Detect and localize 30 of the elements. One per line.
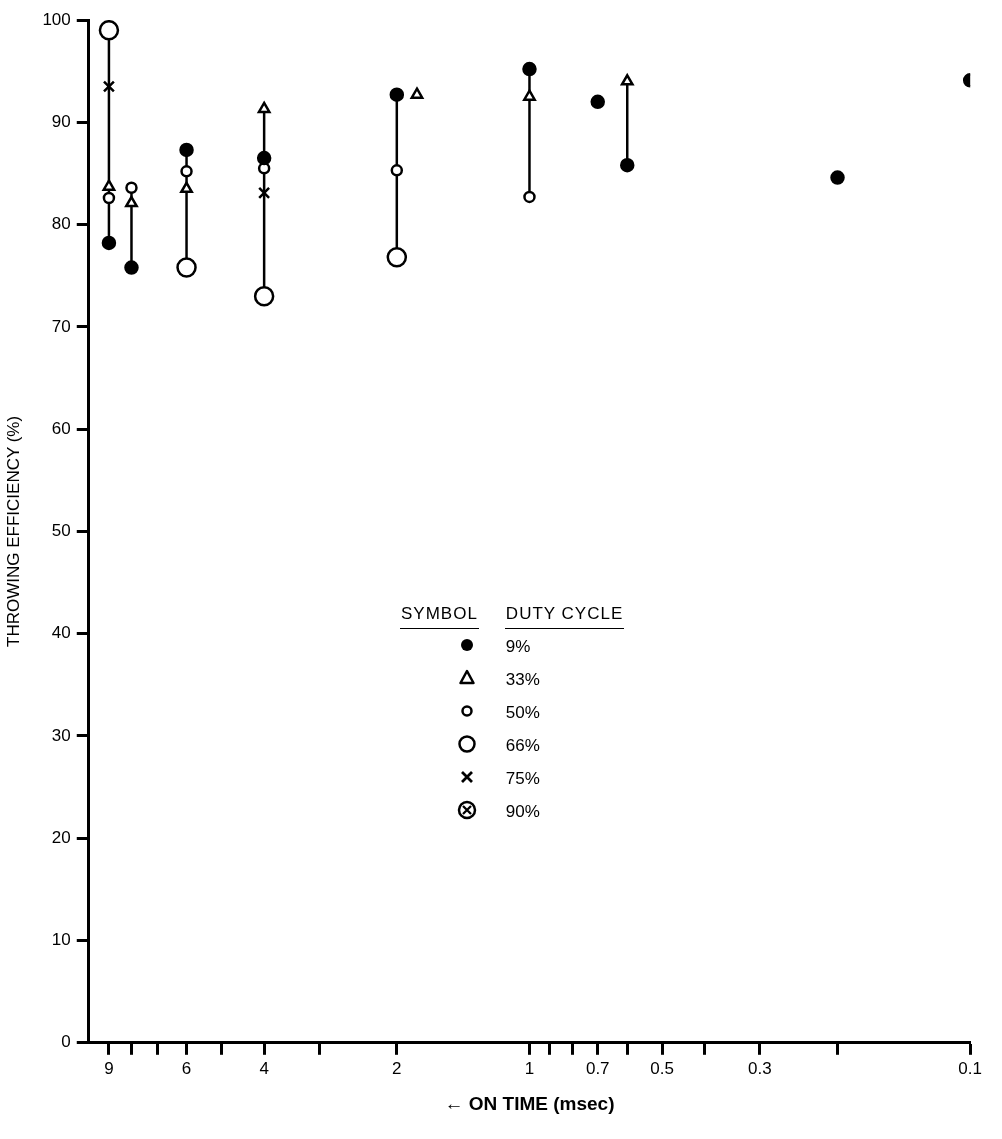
y-axis-title: THROWING EFFICIENCY (%) [3, 415, 23, 647]
annotation: SYMBOL [401, 604, 478, 623]
x-tick-label: 2 [392, 1058, 402, 1078]
y-tick-label: 50 [51, 521, 71, 541]
x-tick-label: 9 [104, 1058, 114, 1078]
x-tick-label: 0.1 [958, 1058, 982, 1078]
x-tick-label: 1 [524, 1058, 535, 1078]
x-axis-title: ← ON TIME (msec) [444, 1092, 615, 1114]
y-tick-label: 40 [51, 623, 71, 643]
legend-label: 9% [505, 637, 531, 656]
x-tick-label: 0.3 [748, 1058, 772, 1078]
legend-label: 50% [505, 703, 540, 722]
legend-title: DUTY CYCLE [505, 604, 624, 623]
x-tick-label: 4 [259, 1058, 269, 1078]
y-tick-label: 0 [61, 1032, 71, 1052]
legend-label: 33% [505, 670, 540, 689]
x-tick-label: 6 [181, 1058, 192, 1078]
y-tick-label: 70 [51, 316, 71, 336]
x-tick-label: 0.7 [585, 1058, 610, 1078]
y-tick-label: 10 [51, 930, 71, 950]
y-tick-label: 90 [51, 111, 71, 131]
legend-label: 75% [505, 769, 540, 788]
y-tick-label: 30 [51, 725, 71, 745]
legend-label: 90% [505, 802, 540, 821]
y-tick-label: 80 [51, 214, 71, 234]
y-tick-label: 100 [42, 9, 71, 29]
legend-label: 66% [505, 736, 540, 755]
y-tick-label: 60 [51, 418, 71, 438]
x-tick-label: 0.5 [650, 1058, 674, 1078]
y-tick-label: 20 [51, 827, 71, 847]
